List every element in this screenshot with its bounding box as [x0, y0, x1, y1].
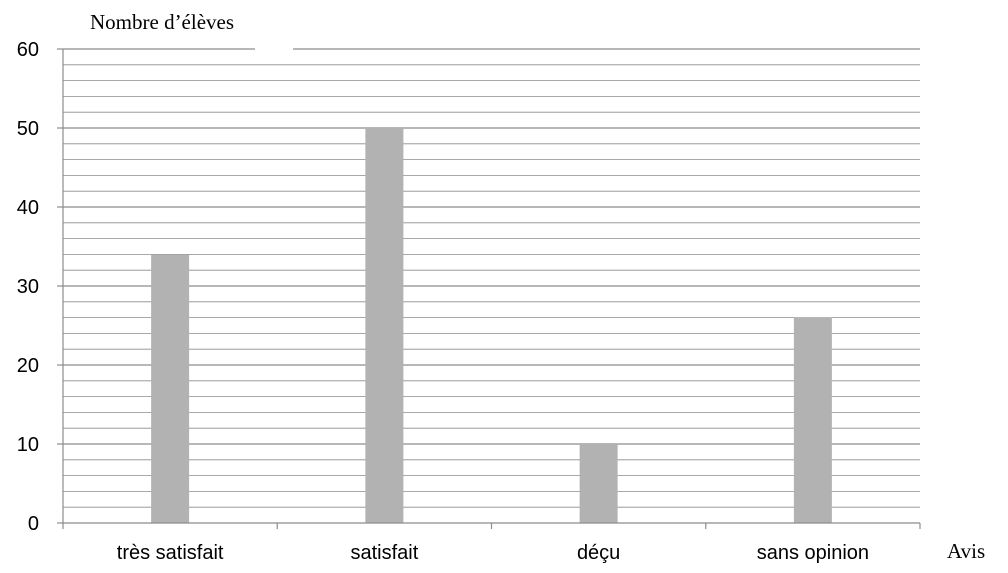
x-axis-title: Avis	[947, 539, 985, 563]
bars	[151, 128, 832, 523]
bar	[151, 254, 190, 523]
y-tick-label: 50	[17, 118, 39, 140]
y-tick-label: 0	[28, 513, 39, 535]
x-tick-label: très satisfait	[117, 542, 224, 564]
x-tick-label: sans opinion	[757, 542, 869, 564]
x-tick-label: déçu	[577, 542, 620, 564]
y-tick-label: 20	[17, 355, 39, 377]
y-axis-title: Nombre d’élèves	[90, 10, 234, 34]
bar	[579, 444, 618, 523]
grid-lines	[63, 47, 920, 508]
y-tick-label: 40	[17, 197, 39, 219]
y-tick-label: 10	[17, 434, 39, 456]
y-tick-label: 60	[17, 39, 39, 61]
bar	[365, 128, 404, 523]
axes	[57, 48, 921, 529]
bar	[793, 317, 832, 523]
gridline-gap	[255, 47, 293, 51]
x-tick-labels: très satisfait satisfait déçu sans opinion	[117, 542, 869, 564]
y-tick-label: 30	[17, 276, 39, 298]
x-tick-label: satisfait	[350, 542, 418, 564]
y-tick-labels: 0 10 20 30 40 50 60	[17, 39, 39, 535]
